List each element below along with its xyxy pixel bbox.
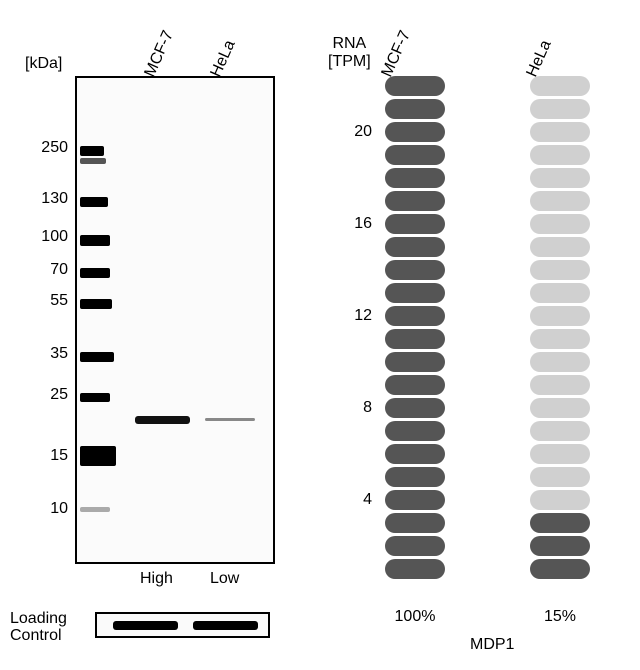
western-blot-panel: [kDa] MCF-7 HeLa 250 130 100 70 55 35 25… [0, 0, 310, 670]
ladder-band [80, 393, 110, 402]
gene-label: MDP1 [470, 636, 514, 654]
rna-pill [385, 122, 445, 142]
pct-mcf7: 100% [385, 608, 445, 626]
rna-pill [385, 237, 445, 257]
rna-pill [530, 490, 590, 510]
rna-pill [530, 398, 590, 418]
blot-membrane [75, 76, 275, 564]
ladder-band [80, 299, 112, 309]
mw-250: 250 [28, 139, 68, 157]
rna-pill [530, 283, 590, 303]
rna-pill [530, 375, 590, 395]
mw-25: 25 [28, 386, 68, 404]
rna-pill [385, 421, 445, 441]
mw-15: 15 [28, 447, 68, 465]
rna-pill [530, 99, 590, 119]
rna-pill [530, 168, 590, 188]
pct-hela: 15% [530, 608, 590, 626]
mw-55: 55 [28, 292, 68, 310]
rna-pill [530, 145, 590, 165]
rna-line1: RNA [332, 35, 366, 52]
rna-pill [385, 490, 445, 510]
rna-pill [385, 191, 445, 211]
rna-pill [385, 536, 445, 556]
rna-pill [385, 329, 445, 349]
rna-pill [385, 467, 445, 487]
mw-35: 35 [28, 345, 68, 363]
rna-pill [530, 329, 590, 349]
rna-pill [385, 214, 445, 234]
mw-70: 70 [28, 261, 68, 279]
rna-pill [385, 375, 445, 395]
rna-pill [385, 283, 445, 303]
ladder-band [80, 235, 110, 246]
ladder-band [80, 268, 110, 278]
rna-pill [530, 559, 590, 579]
high-label: High [140, 570, 173, 588]
mw-100: 100 [28, 228, 68, 246]
lane-label-hela: HeLa [208, 38, 240, 80]
rna-pill [385, 513, 445, 533]
rna-pill [530, 421, 590, 441]
rna-unit-label: RNA [TPM] [328, 35, 371, 71]
rna-pill [385, 444, 445, 464]
sample-band [205, 418, 255, 421]
rna-pill [530, 467, 590, 487]
pill-stack-mcf7 [385, 76, 445, 582]
rna-pill [530, 214, 590, 234]
rna-pill [385, 352, 445, 372]
rna-pill [530, 76, 590, 96]
rna-pill [530, 352, 590, 372]
rna-pill [530, 122, 590, 142]
col-label-mcf7: MCF-7 [379, 28, 415, 80]
sample-band [135, 416, 190, 424]
rna-pill [530, 260, 590, 280]
rna-tick: 16 [342, 215, 372, 233]
loading-line1: Loading [10, 610, 67, 627]
rna-pill [385, 76, 445, 96]
rna-tick: 4 [342, 491, 372, 509]
rna-tick: 20 [342, 123, 372, 141]
rna-pill [530, 536, 590, 556]
rna-tick: 8 [342, 399, 372, 417]
rna-tpm-panel: RNA [TPM] MCF-7 HeLa 20 16 12 8 4 100% 15% M… [330, 0, 630, 670]
ladder-band [80, 158, 106, 164]
mw-130: 130 [28, 190, 68, 208]
mw-10: 10 [28, 500, 68, 518]
kda-unit-label: [kDa] [25, 55, 62, 73]
rna-pill [385, 398, 445, 418]
ladder-band [80, 197, 108, 207]
rna-pill [385, 260, 445, 280]
rna-tick: 12 [342, 307, 372, 325]
rna-pill [530, 306, 590, 326]
rna-pill [385, 99, 445, 119]
rna-pill [530, 237, 590, 257]
loading-band [113, 621, 178, 630]
rna-pill [385, 559, 445, 579]
ladder-band [80, 146, 104, 156]
rna-line2: [TPM] [328, 53, 371, 70]
pill-stack-hela [530, 76, 590, 582]
col-label-hela: HeLa [524, 38, 556, 80]
rna-pill [530, 444, 590, 464]
rna-pill [530, 191, 590, 211]
ladder-band [80, 352, 114, 362]
rna-pill [385, 306, 445, 326]
loading-line2: Control [10, 627, 62, 644]
rna-pill [385, 145, 445, 165]
rna-pill [385, 168, 445, 188]
ladder-band [80, 446, 116, 466]
low-label: Low [210, 570, 239, 588]
lane-label-mcf7: MCF-7 [142, 28, 178, 80]
loading-band [193, 621, 258, 630]
loading-control-label: Loading Control [10, 610, 67, 644]
rna-pill [530, 513, 590, 533]
ladder-band [80, 507, 110, 512]
